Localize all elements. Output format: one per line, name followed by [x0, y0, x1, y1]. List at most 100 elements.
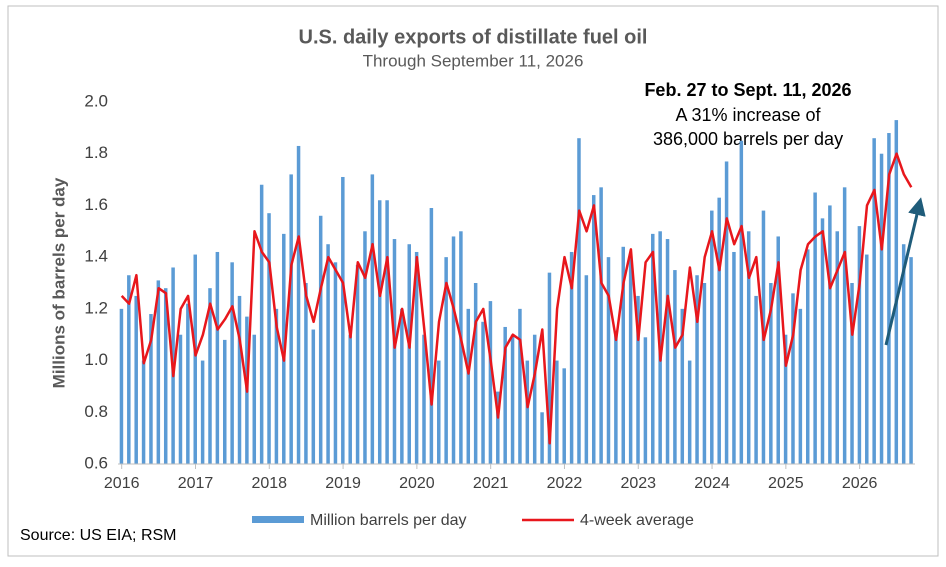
bar	[532, 334, 537, 464]
bar	[466, 308, 471, 464]
bar	[857, 226, 862, 464]
bar	[813, 192, 817, 464]
bar	[628, 257, 633, 464]
bar	[724, 161, 729, 464]
bar	[400, 308, 404, 464]
bar	[651, 233, 655, 464]
bar	[510, 334, 515, 464]
x-tick-label: 2024	[694, 475, 730, 492]
legend: Million barrels per day 4-week average	[252, 512, 694, 529]
y-tick-label: 1.6	[84, 195, 108, 214]
bar	[887, 133, 891, 464]
bar	[636, 295, 640, 464]
bar	[717, 197, 721, 464]
bar	[835, 231, 840, 464]
y-tick-label: 1.8	[84, 143, 108, 162]
bar	[163, 288, 168, 464]
bar	[783, 334, 788, 464]
bar	[178, 334, 183, 464]
bar	[259, 184, 264, 464]
bar	[333, 262, 338, 464]
bar	[606, 257, 611, 464]
bar	[872, 138, 876, 464]
x-tick-label: 2020	[399, 475, 435, 492]
y-tick-label: 0.8	[84, 402, 108, 421]
x-tick-label: 2017	[178, 475, 214, 492]
bar	[459, 231, 463, 464]
bar	[348, 334, 352, 464]
bar	[621, 246, 626, 464]
bar	[769, 283, 773, 464]
bar	[149, 314, 153, 464]
bar	[687, 360, 692, 464]
bar	[828, 205, 832, 464]
bar	[156, 280, 161, 464]
bar	[481, 321, 485, 464]
bar	[444, 257, 448, 464]
annotation-line: 386,000 barrels per day	[653, 129, 843, 149]
bar	[407, 244, 411, 464]
bar	[901, 244, 906, 464]
bar	[555, 360, 559, 464]
bar	[746, 231, 751, 464]
bar	[134, 295, 138, 464]
bar	[525, 360, 530, 464]
bar	[267, 213, 271, 464]
bar	[429, 208, 434, 464]
bar	[584, 275, 589, 464]
bar	[289, 174, 293, 464]
bar	[798, 308, 803, 464]
bar	[732, 251, 736, 464]
bar	[119, 308, 124, 464]
x-tick-label: 2022	[547, 475, 583, 492]
y-tick-label: 2.0	[84, 91, 108, 110]
bar	[208, 288, 212, 464]
bar	[569, 251, 574, 464]
bar	[252, 334, 257, 464]
x-tick-label: 2018	[251, 475, 287, 492]
bar	[894, 120, 899, 464]
bar	[503, 326, 507, 464]
bar	[304, 283, 308, 464]
bar	[540, 412, 544, 464]
chart-title: U.S. daily exports of distillate fuel oi…	[299, 26, 648, 48]
bar	[562, 368, 566, 464]
bar	[702, 283, 707, 464]
y-axis-label: Millions of barrels per day	[49, 177, 68, 388]
bar	[496, 391, 500, 464]
bar	[518, 308, 522, 464]
bar	[141, 360, 146, 464]
bar	[665, 239, 670, 464]
legend-swatch	[252, 516, 304, 523]
bar	[200, 360, 205, 464]
bar	[643, 337, 648, 464]
bar	[776, 236, 780, 464]
chart-subtitle: Through September 11, 2026	[363, 51, 584, 70]
trend-arrow	[884, 197, 926, 346]
bar	[850, 283, 854, 464]
line	[120, 152, 913, 445]
annotation-line: A 31% increase of	[675, 105, 821, 125]
bar	[377, 200, 382, 464]
bar	[414, 251, 419, 464]
y-tick-label: 0.6	[84, 453, 108, 472]
bar	[488, 301, 493, 464]
bar	[296, 145, 301, 464]
x-tick-label: 2021	[473, 475, 509, 492]
bar	[909, 257, 913, 464]
bar	[547, 272, 552, 464]
bar	[879, 153, 884, 464]
bar	[392, 239, 397, 464]
bar	[451, 236, 456, 464]
legend-label: Million barrels per day	[310, 512, 467, 529]
x-tick-label: 2023	[620, 475, 656, 492]
bar	[754, 295, 758, 464]
bar	[710, 210, 714, 464]
annotation-heading: Feb. 27 to Sept. 11, 2026	[644, 80, 851, 100]
bar	[215, 251, 220, 464]
bar	[680, 308, 685, 464]
bar	[326, 244, 330, 464]
bar	[865, 254, 869, 464]
bar	[739, 140, 744, 465]
bar	[791, 293, 795, 464]
